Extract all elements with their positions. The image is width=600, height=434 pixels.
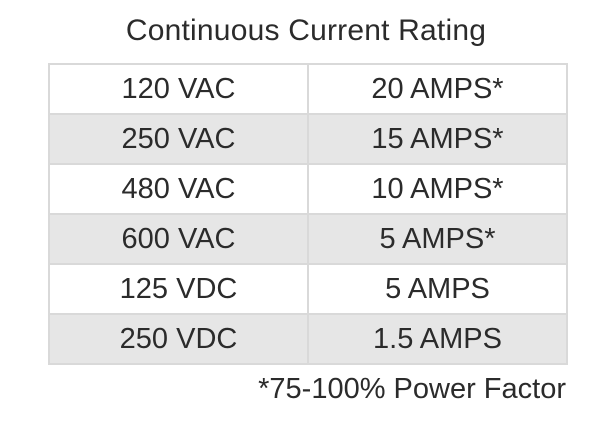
current-cell: 15 AMPS* bbox=[307, 113, 568, 165]
voltage-cell: 120 VAC bbox=[48, 63, 309, 115]
current-cell: 5 AMPS* bbox=[307, 213, 568, 265]
voltage-cell: 250 VDC bbox=[48, 313, 309, 365]
current-cell: 20 AMPS* bbox=[307, 63, 568, 115]
table-row: 480 VAC 10 AMPS* bbox=[48, 163, 568, 215]
table-row: 125 VDC 5 AMPS bbox=[48, 263, 568, 315]
table-row: 600 VAC 5 AMPS* bbox=[48, 213, 568, 265]
current-cell: 1.5 AMPS bbox=[307, 313, 568, 365]
voltage-cell: 125 VDC bbox=[48, 263, 309, 315]
table-title: Continuous Current Rating bbox=[125, 14, 487, 47]
table-row: 250 VDC 1.5 AMPS bbox=[48, 313, 568, 365]
voltage-cell: 480 VAC bbox=[48, 163, 309, 215]
power-factor-footnote: *75-100% Power Factor bbox=[258, 373, 566, 405]
table-row: 120 VAC 20 AMPS* bbox=[48, 63, 568, 115]
current-rating-table: 120 VAC 20 AMPS* 250 VAC 15 AMPS* 480 VA… bbox=[48, 63, 568, 365]
voltage-cell: 250 VAC bbox=[48, 113, 309, 165]
voltage-cell: 600 VAC bbox=[48, 213, 309, 265]
current-cell: 10 AMPS* bbox=[307, 163, 568, 215]
table-row: 250 VAC 15 AMPS* bbox=[48, 113, 568, 165]
current-cell: 5 AMPS bbox=[307, 263, 568, 315]
